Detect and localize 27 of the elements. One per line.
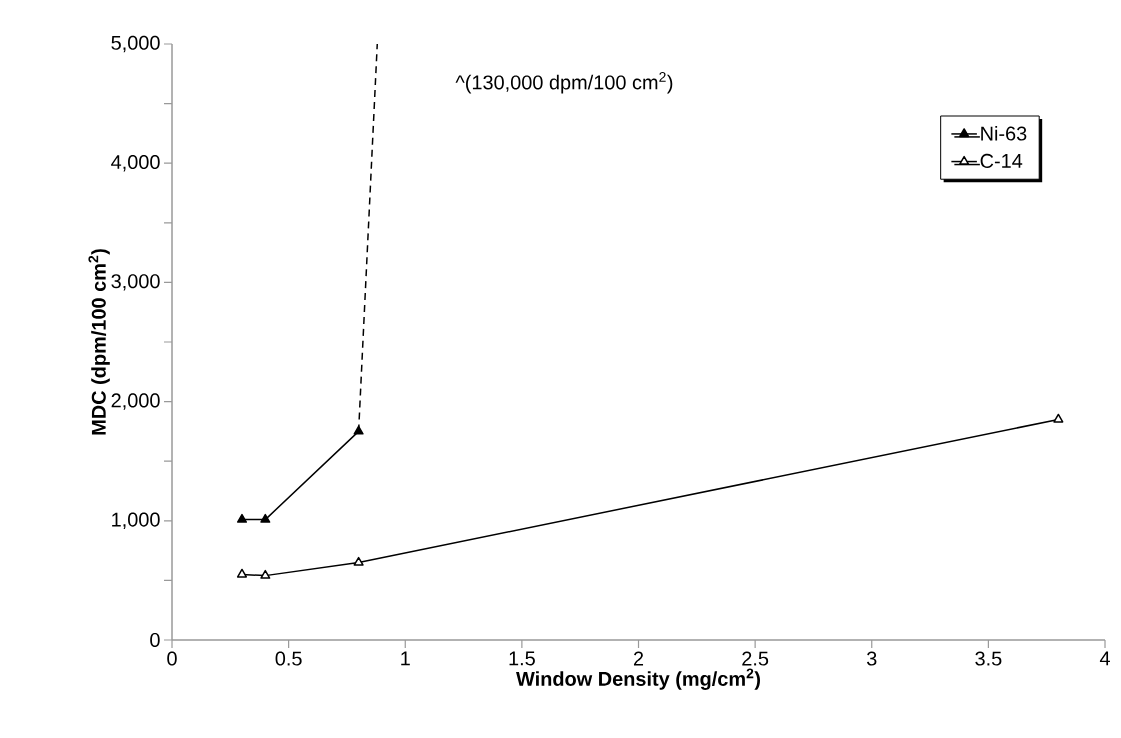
point bbox=[260, 513, 271, 523]
x-tick-label: 3 bbox=[866, 651, 877, 666]
x-tick-label: 3.5 bbox=[975, 651, 1002, 666]
point bbox=[236, 513, 248, 523]
y-axis-title: MDC (dpm/100 cm$^{2}$) bbox=[88, 249, 110, 435]
annotation: ^(130,000 dpm/100 cm$^{2}$) bbox=[455, 72, 673, 94]
point bbox=[353, 556, 364, 566]
point bbox=[1053, 413, 1064, 423]
x-tick-label: 0.5 bbox=[275, 651, 302, 666]
y-tick-label: 2,000 bbox=[111, 393, 160, 410]
y-tick-label: 3,000 bbox=[111, 274, 160, 291]
x-tick-label: 4 bbox=[1099, 651, 1110, 666]
x-axis-title: Window Density (mg/cm$^{2}$) bbox=[516, 668, 760, 690]
x-tick-label: 0 bbox=[167, 651, 177, 666]
x-tick-label: 2.5 bbox=[742, 651, 769, 666]
y-tick-label: 1,000 bbox=[112, 512, 160, 530]
point bbox=[353, 425, 364, 435]
legend-label: Ni-63 bbox=[981, 125, 1027, 141]
point bbox=[260, 569, 271, 579]
legend-label: C-14 bbox=[980, 153, 1023, 168]
x-tick-label: 2 bbox=[633, 651, 644, 666]
point bbox=[236, 568, 248, 578]
x-tick-label: 1 bbox=[401, 651, 410, 666]
y-tick-label: 0 bbox=[150, 632, 160, 648]
y-tick-label: 4,000 bbox=[111, 154, 160, 172]
y-tick-label: 5,000 bbox=[111, 35, 160, 53]
x-tick-label: 1.5 bbox=[509, 651, 535, 666]
